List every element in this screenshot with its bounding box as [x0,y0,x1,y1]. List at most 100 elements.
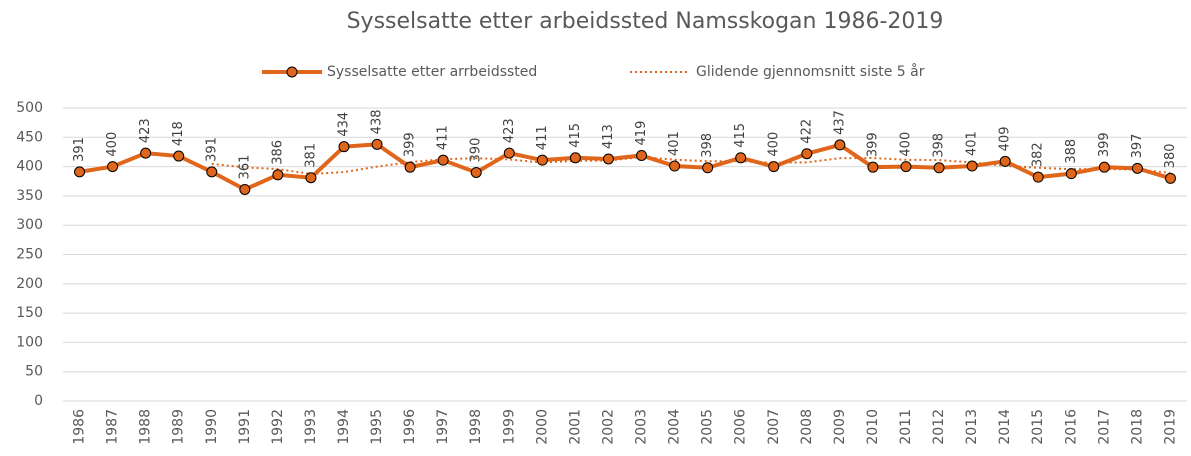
point [1164,172,1176,184]
point [437,154,449,166]
data-label: 382 [1031,142,1046,167]
x-tick-label: 1986 [72,409,88,445]
point [1065,168,1077,180]
point [834,139,846,151]
data-label: 434 [337,112,352,137]
x-tick-label: 1990 [204,409,220,445]
x-tick-label: 2008 [799,409,815,445]
x-tick-label: 1988 [138,409,154,445]
y-tick-label: 100 [16,334,43,350]
legend-label: Sysselsatte etter arrbeidssted [327,64,537,80]
data-label: 415 [733,123,748,148]
point [569,152,581,164]
y-tick-label: 50 [25,364,43,380]
point [966,160,978,172]
point [140,147,152,159]
data-label: 411 [535,125,550,150]
point [305,172,317,184]
y-tick-label: 0 [34,393,43,409]
x-tick-label: 2002 [600,409,616,445]
data-label: 411 [436,125,451,150]
x-tick-label: 2010 [865,409,881,445]
x-tick-label: 2018 [1129,409,1145,445]
point [74,166,86,178]
data-label: 391 [72,137,87,162]
point [239,183,251,195]
data-label: 423 [502,118,517,143]
x-tick-label: 1987 [105,409,121,445]
point [669,160,681,172]
point [1131,162,1143,174]
y-tick-label: 300 [16,217,43,233]
x-tick-label: 2004 [667,409,683,445]
point [1098,161,1110,173]
x-tick-label: 2009 [832,409,848,445]
data-label: 400 [766,132,781,157]
point [602,153,614,165]
point [867,161,879,173]
data-label: 399 [403,132,418,157]
y-tick-label: 350 [16,188,43,204]
point [371,138,383,150]
y-tick-label: 500 [16,100,43,116]
data-label: 419 [634,121,649,146]
data-label: 399 [1097,132,1112,157]
x-tick-label: 2014 [997,409,1013,445]
point [768,161,780,173]
x-tick-label: 2016 [1063,409,1079,445]
data-label: 380 [1163,143,1178,168]
y-tick-label: 450 [16,129,43,145]
x-tick-label: 1993 [303,409,319,445]
point [702,162,714,174]
chart-title: Sysselsatte etter arbeidssted Namsskogan… [347,9,944,34]
data-label: 388 [1064,139,1079,164]
data-label: 397 [1130,134,1145,159]
data-label: 401 [965,131,980,156]
data-label: 390 [469,138,484,163]
point [470,166,482,178]
point [801,148,813,160]
x-tick-label: 2006 [733,409,749,445]
x-tick-label: 1994 [336,409,352,445]
data-label: 361 [237,155,252,180]
legend-marker [286,66,298,78]
point [636,149,648,161]
y-tick-label: 150 [16,305,43,321]
data-label: 422 [799,119,814,144]
x-tick-label: 2001 [567,409,583,445]
x-tick-label: 2019 [1162,409,1178,445]
data-label: 413 [601,124,616,149]
point [107,161,119,173]
y-tick-label: 200 [16,276,43,292]
x-tick-label: 2003 [634,409,650,445]
point [503,147,515,159]
x-tick-label: 1999 [501,409,517,445]
data-label: 415 [568,123,583,148]
data-label: 438 [370,110,385,135]
data-label: 401 [667,131,682,156]
x-tick-label: 2015 [1030,409,1046,445]
data-label: 381 [303,143,318,168]
data-label: 437 [832,110,847,135]
legend-label: Glidende gjennomsnitt siste 5 år [696,63,925,80]
x-tick-label: 2007 [766,409,782,445]
y-tick-label: 400 [16,159,43,175]
x-tick-label: 1998 [468,409,484,445]
x-tick-label: 2012 [931,409,947,445]
x-tick-label: 2017 [1096,409,1112,445]
point [338,141,350,153]
point [933,162,945,174]
x-tick-label: 1997 [435,409,451,445]
x-tick-label: 2000 [534,409,550,445]
data-label: 409 [998,126,1013,151]
point [404,161,416,173]
x-tick-label: 1992 [270,409,286,445]
point [173,150,185,162]
series-line [79,142,1172,192]
data-label: 400 [105,132,120,157]
data-label: 423 [138,118,153,143]
point [1032,171,1044,183]
x-tick-label: 1995 [369,409,385,445]
x-tick-label: 1989 [171,409,187,445]
